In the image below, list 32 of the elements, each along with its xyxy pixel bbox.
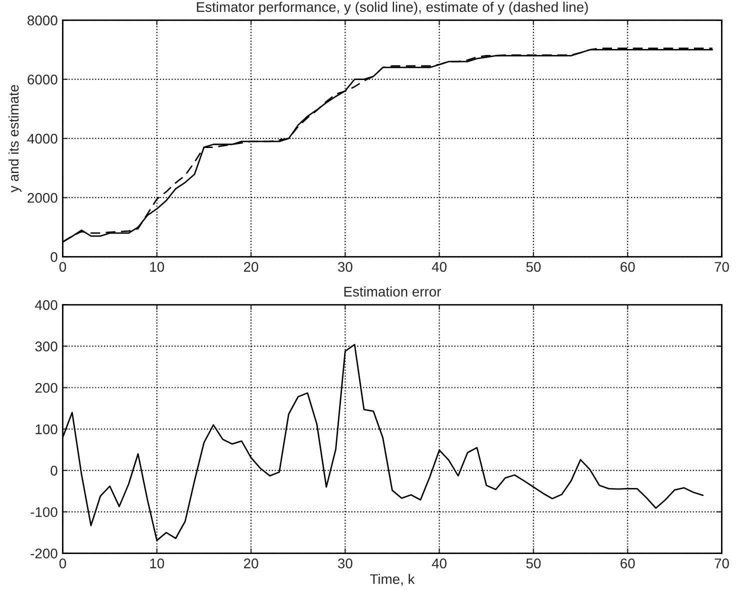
y-tick-label: 200 [35,382,58,393]
x-tick-label: 70 [714,262,729,272]
x-tick-label: 60 [620,262,635,272]
x-tick-label: 10 [150,262,164,272]
y-tick-label: 8000 [28,15,58,26]
y-tick-label: 2000 [28,192,58,203]
x-tick-label: 70 [714,558,729,568]
y-tick-label: 6000 [28,74,58,84]
x-tick-label: 60 [620,558,635,568]
x-tick-label: 0 [59,558,66,568]
chart-title: Estimation error [344,286,442,297]
x-axis-title: Time, k [370,574,415,586]
x-tick-label: 40 [432,558,447,568]
x-tick-label: 0 [59,262,66,272]
chart-title: Estimator performance, y (solid line), estimate of y (dashed line) [196,2,588,15]
x-tick-label: 30 [338,262,352,272]
y-tick-label: 0 [50,466,58,476]
x-tick-label: 50 [526,262,541,272]
x-tick-label: 50 [526,558,541,568]
x-tick-label: 20 [244,558,258,568]
y-axis-title: y and its estimate [8,85,22,192]
y-tick-label: -100 [30,507,58,518]
y-tick-label: -200 [30,548,58,558]
y-tick-label: 300 [35,342,58,352]
y-tick-label: 0 [50,252,58,262]
y-tick-label: 400 [35,300,58,310]
x-tick-label: 30 [338,558,352,568]
x-tick-label: 20 [244,262,258,272]
y-tick-label: 100 [36,424,58,434]
y-tick-label: 4000 [27,134,58,144]
x-tick-label: 40 [432,262,447,272]
x-tick-label: 10 [150,558,164,568]
